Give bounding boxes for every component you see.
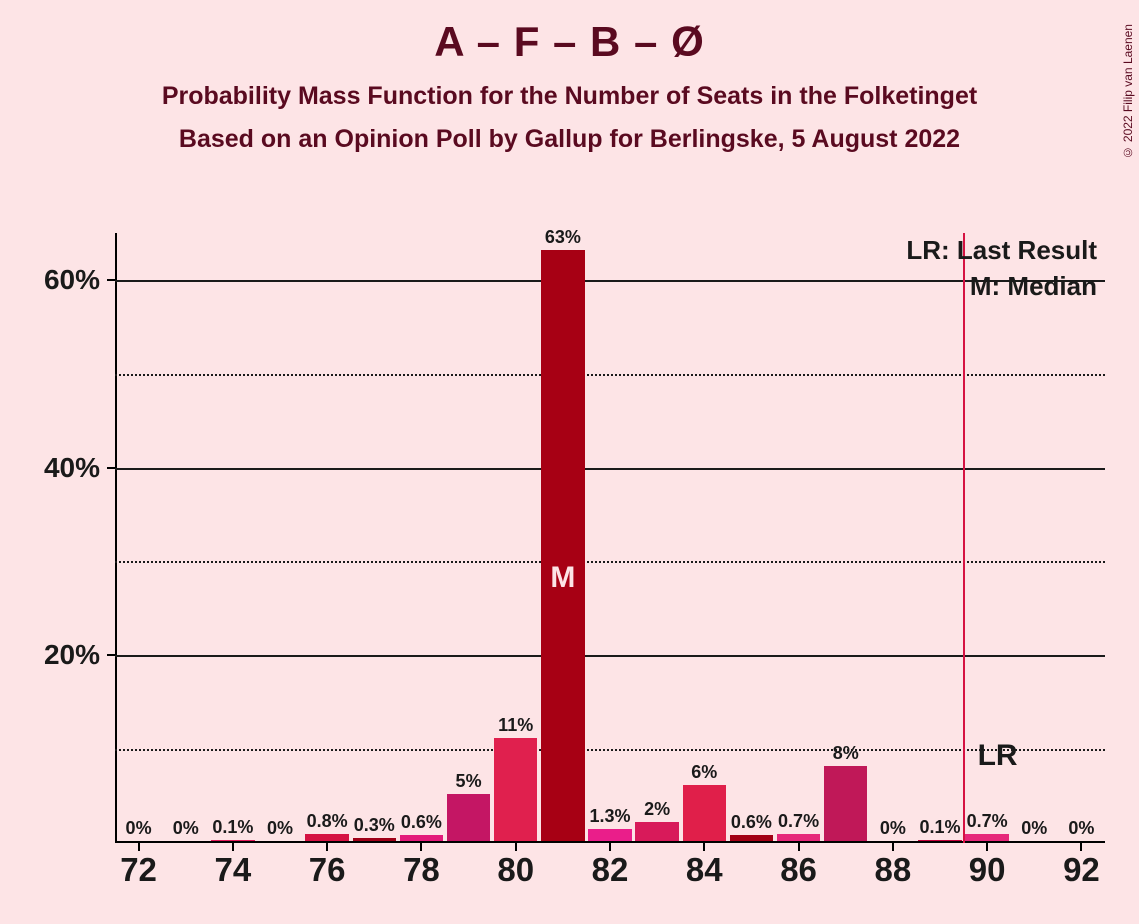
y-axis-label: 60%: [44, 264, 100, 296]
bar: [777, 834, 820, 841]
bar-value-label: 0.1%: [212, 817, 253, 838]
y-axis-label: 20%: [44, 639, 100, 671]
grid-major: [115, 468, 1105, 470]
bar: [965, 834, 1008, 841]
last-result-line: [963, 233, 965, 843]
bar: [305, 834, 348, 842]
bar: [353, 838, 396, 841]
bar-value-label: 0.7%: [778, 811, 819, 832]
grid-major: [115, 655, 1105, 657]
chart-subtitle-2: Based on an Opinion Poll by Gallup for B…: [0, 125, 1139, 154]
bar-value-label: 11%: [498, 715, 533, 736]
x-tick: [138, 843, 140, 851]
bar: [494, 738, 537, 841]
bar-value-label: 2%: [644, 799, 670, 820]
chart-plot-area: 20%40%60%72747678808284868890920%0%0.1%0…: [115, 233, 1105, 843]
y-tick: [107, 467, 115, 469]
x-tick: [232, 843, 234, 851]
bar-value-label: 0.8%: [307, 811, 348, 832]
bar: [635, 822, 678, 841]
legend-lr: LR: Last Result: [906, 235, 1097, 266]
bar: [447, 794, 490, 841]
bar: [918, 840, 961, 841]
x-axis-label: 88: [874, 851, 911, 889]
bar-value-label: 0.3%: [354, 815, 395, 836]
x-axis-label: 92: [1063, 851, 1100, 889]
chart-title: A – F – B – Ø: [0, 18, 1139, 66]
x-tick: [326, 843, 328, 851]
x-axis-label: 76: [309, 851, 346, 889]
bar: [211, 840, 254, 841]
bar: [588, 829, 631, 841]
bar-value-label: 0%: [1068, 818, 1094, 839]
bar: [683, 785, 726, 841]
grid-minor: [115, 749, 1105, 751]
bar: [824, 766, 867, 841]
bar-value-label: 6%: [691, 762, 717, 783]
x-tick: [798, 843, 800, 851]
bar-value-label: 1.3%: [589, 806, 630, 827]
x-tick: [515, 843, 517, 851]
x-axis-label: 74: [214, 851, 251, 889]
bar-value-label: 0.7%: [967, 811, 1008, 832]
bar-value-label: 0%: [126, 818, 152, 839]
bar-value-label: 0%: [173, 818, 199, 839]
x-tick: [1080, 843, 1082, 851]
grid-major: [115, 280, 1105, 282]
x-tick: [420, 843, 422, 851]
bar-value-label: 5%: [456, 771, 482, 792]
bar-value-label: 0%: [1021, 818, 1047, 839]
y-tick: [107, 654, 115, 656]
x-axis-label: 86: [780, 851, 817, 889]
copyright-text: © 2022 Filip van Laenen: [1121, 24, 1135, 159]
median-marker: M: [550, 561, 575, 595]
bar-value-label: 0%: [880, 818, 906, 839]
bar-value-label: 0.1%: [919, 817, 960, 838]
x-axis-label: 72: [120, 851, 157, 889]
bar: [400, 835, 443, 841]
bar: [730, 835, 773, 841]
x-axis-label: 82: [592, 851, 629, 889]
x-axis-label: 78: [403, 851, 440, 889]
x-tick: [609, 843, 611, 851]
grid-minor: [115, 561, 1105, 563]
x-tick: [703, 843, 705, 851]
x-tick: [986, 843, 988, 851]
y-axis-label: 40%: [44, 452, 100, 484]
grid-minor: [115, 374, 1105, 376]
x-axis-label: 80: [497, 851, 534, 889]
x-tick: [892, 843, 894, 851]
bar-value-label: 8%: [833, 743, 859, 764]
legend-median: M: Median: [970, 271, 1097, 302]
bar-value-label: 63%: [545, 227, 581, 248]
bar-value-label: 0%: [267, 818, 293, 839]
bar-value-label: 0.6%: [731, 812, 772, 833]
x-axis-label: 90: [969, 851, 1006, 889]
y-axis-line: [115, 233, 117, 843]
bar-value-label: 0.6%: [401, 812, 442, 833]
y-tick: [107, 279, 115, 281]
x-axis-label: 84: [686, 851, 723, 889]
lr-label: LR: [978, 739, 1018, 773]
chart-subtitle-1: Probability Mass Function for the Number…: [0, 82, 1139, 111]
bar: [541, 250, 584, 841]
